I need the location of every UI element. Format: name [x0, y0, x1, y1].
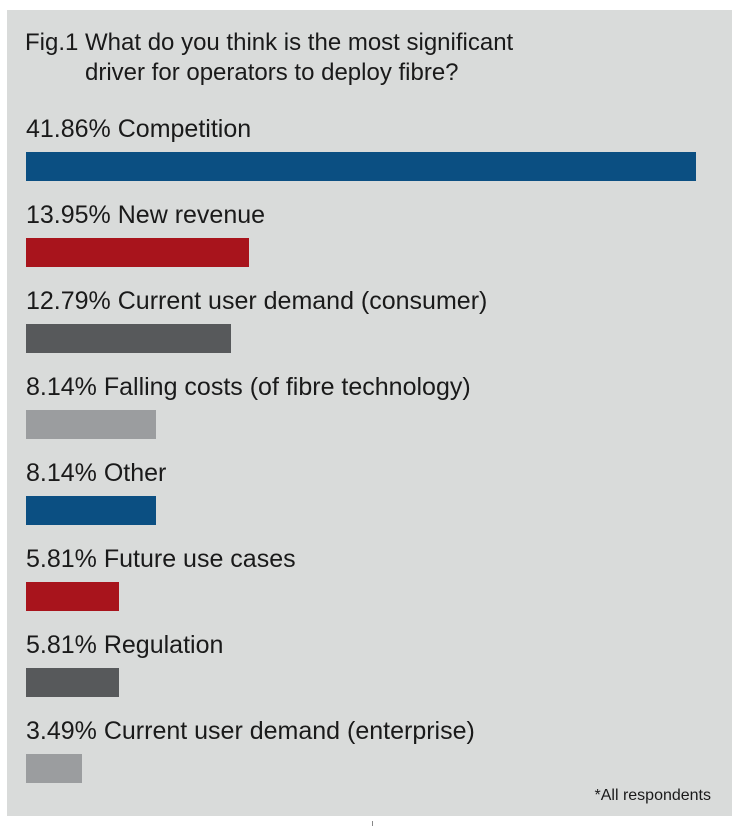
bar-label: 12.79% Current user demand (consumer): [26, 286, 487, 316]
chart-title-line-1: Fig.1 What do you think is the most sign…: [25, 29, 514, 56]
bar-value-label: 12.79%: [26, 287, 111, 315]
page-mark: [372, 821, 373, 826]
bar: [26, 238, 249, 267]
bar-label: 8.14% Other: [26, 458, 166, 488]
bar: [26, 582, 119, 611]
bar-value-label: 3.49%: [26, 717, 97, 745]
chart-title: Fig.1 What do you think is the most sign…: [25, 28, 513, 88]
bar-value-label: 41.86%: [26, 115, 111, 143]
bar-value-label: 13.95%: [26, 201, 111, 229]
bar-category-label: Current user demand (enterprise): [103, 717, 475, 745]
bar-label: 41.86% Competition: [26, 114, 251, 144]
bar-value-label: 5.81%: [26, 545, 97, 573]
chart-title-line-2: driver for operators to deploy fibre?: [85, 59, 459, 86]
bar-label: 5.81% Regulation: [26, 630, 223, 660]
bar: [26, 410, 156, 439]
bar: [26, 496, 156, 525]
bar: [26, 324, 231, 353]
bar: [26, 152, 696, 181]
bar-category-label: Regulation: [103, 631, 224, 659]
bar-category-label: Future use cases: [103, 545, 296, 573]
bar-category-label: Falling costs (of fibre technology): [103, 373, 471, 401]
bar-label: 3.49% Current user demand (enterprise): [26, 716, 475, 746]
bar-value-label: 8.14%: [26, 459, 97, 487]
bar-value-label: 8.14%: [26, 373, 97, 401]
bar: [26, 668, 119, 697]
bar-label: 13.95% New revenue: [26, 200, 265, 230]
bar-category-label: Competition: [117, 115, 252, 143]
bar-category-label: Current user demand (consumer): [117, 287, 488, 315]
bar-label: 8.14% Falling costs (of fibre technology…: [26, 372, 471, 402]
bar-category-label: New revenue: [117, 201, 266, 229]
bar-category-label: Other: [103, 459, 167, 487]
bar-value-label: 5.81%: [26, 631, 97, 659]
bar: [26, 754, 82, 783]
footnote: *All respondents: [594, 787, 711, 804]
bar-label: 5.81% Future use cases: [26, 544, 296, 574]
